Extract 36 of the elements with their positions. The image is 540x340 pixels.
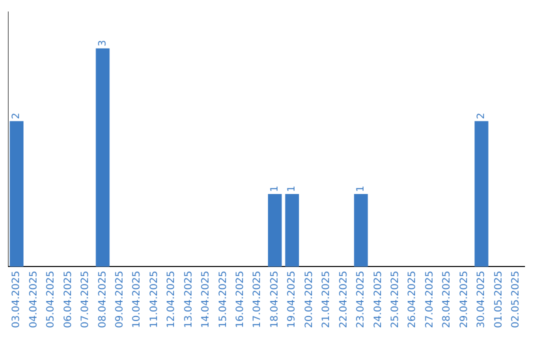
x-tick-label: 26.04.2025 <box>407 270 418 328</box>
x-tick-label: 01.05.2025 <box>493 270 504 328</box>
x-tick-label: 03.04.2025 <box>11 270 22 328</box>
x-tick-label: 18.04.2025 <box>269 270 280 328</box>
x-tick-label: 05.04.2025 <box>46 270 57 328</box>
x-tick-label: 28.04.2025 <box>442 270 453 328</box>
x-tick-label: 20.04.2025 <box>304 270 315 328</box>
x-tick-label: 24.04.2025 <box>372 270 384 328</box>
x-tick-label: 27.04.2025 <box>424 270 436 328</box>
data-label: 3 <box>97 40 108 46</box>
x-tick-label: 30.04.2025 <box>476 270 488 328</box>
x-tick-label: 11.04.2025 <box>148 270 160 328</box>
x-tick-label: 02.05.2025 <box>510 270 522 328</box>
x-tick-label: 09.04.2025 <box>114 270 126 328</box>
x-tick-label: 29.04.2025 <box>458 270 470 328</box>
x-tick-label: 06.04.2025 <box>62 270 74 328</box>
data-label: 2 <box>11 112 22 120</box>
x-tick-label: 14.04.2025 <box>200 270 212 328</box>
x-tick-label: 12.04.2025 <box>166 270 178 328</box>
x-tick-label: 10.04.2025 <box>132 270 143 328</box>
data-label: 1 <box>356 186 367 192</box>
x-tick-label: 04.04.2025 <box>28 270 40 328</box>
x-tick-label: 22.04.2025 <box>338 270 350 328</box>
x-tick-label: 21.04.2025 <box>321 270 332 328</box>
x-tick-label: 19.04.2025 <box>286 270 298 328</box>
x-tick-label: 17.04.2025 <box>252 270 264 328</box>
data-label: 1 <box>269 186 280 192</box>
data-label: 1 <box>286 186 298 192</box>
x-tick-label: 07.04.2025 <box>80 270 92 328</box>
x-tick-label: 08.04.2025 <box>97 270 108 328</box>
x-tick-label: 25.04.2025 <box>390 270 401 328</box>
x-tick-label: 23.04.2025 <box>356 270 367 328</box>
x-tick-label: 13.04.2025 <box>183 270 194 328</box>
x-tick-label: 16.04.2025 <box>235 270 246 328</box>
x-tick-label: 15.04.2025 <box>218 270 229 328</box>
data-label: 2 <box>476 112 488 120</box>
